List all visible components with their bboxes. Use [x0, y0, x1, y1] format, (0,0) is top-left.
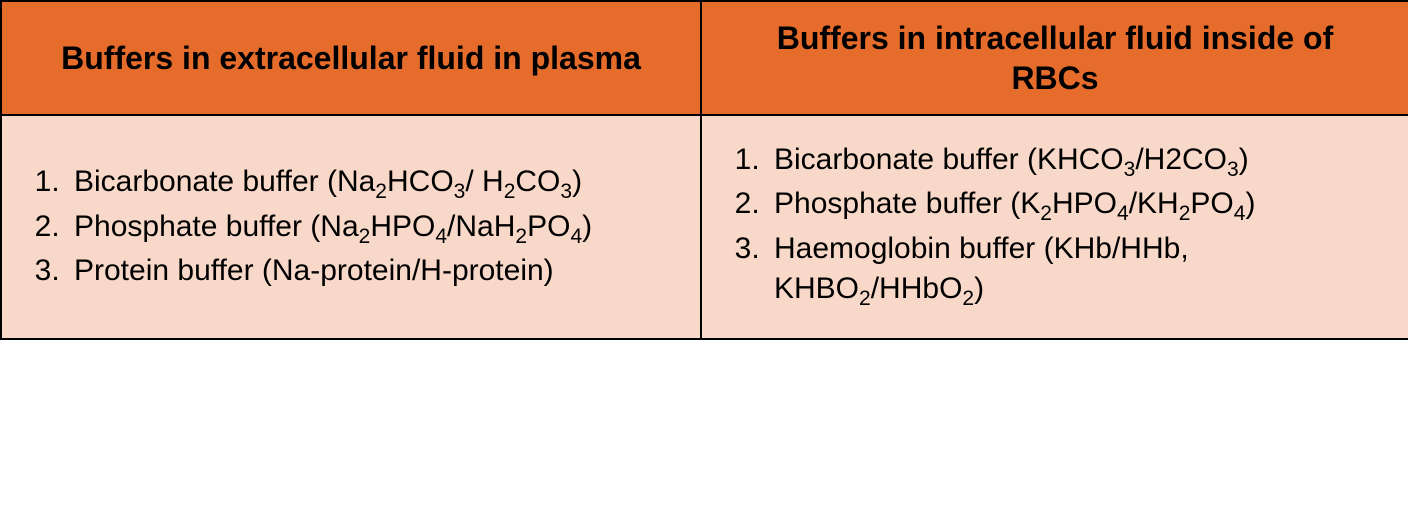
cell-extracellular-list: Bicarbonate buffer (Na2HCO3/ H2CO3) Phos… — [1, 115, 701, 339]
list-item: Phosphate buffer (K2HPO4/KH2PO4) — [768, 184, 1378, 228]
buffer-table: Buffers in extracellular fluid in plasma… — [0, 0, 1408, 340]
list-item: Haemoglobin buffer (KHb/HHb, KHBO2/HHbO2… — [768, 229, 1378, 314]
header-cell-intracellular: Buffers in intracellular fluid inside of… — [701, 1, 1408, 115]
intracellular-list: Bicarbonate buffer (KHCO3/H2CO3) Phospha… — [712, 140, 1378, 314]
header-cell-extracellular: Buffers in extracellular fluid in plasma — [1, 1, 701, 115]
cell-intracellular-list: Bicarbonate buffer (KHCO3/H2CO3) Phospha… — [701, 115, 1408, 339]
list-item: Protein buffer (Na-protein/H-protein) — [68, 251, 670, 292]
extracellular-list: Bicarbonate buffer (Na2HCO3/ H2CO3) Phos… — [12, 162, 670, 291]
list-item: Bicarbonate buffer (Na2HCO3/ H2CO3) — [68, 162, 670, 206]
table-row: Bicarbonate buffer (Na2HCO3/ H2CO3) Phos… — [1, 115, 1408, 339]
table-header-row: Buffers in extracellular fluid in plasma… — [1, 1, 1408, 115]
list-item: Phosphate buffer (Na2HPO4/NaH2PO4) — [68, 207, 670, 251]
list-item: Bicarbonate buffer (KHCO3/H2CO3) — [768, 140, 1378, 184]
